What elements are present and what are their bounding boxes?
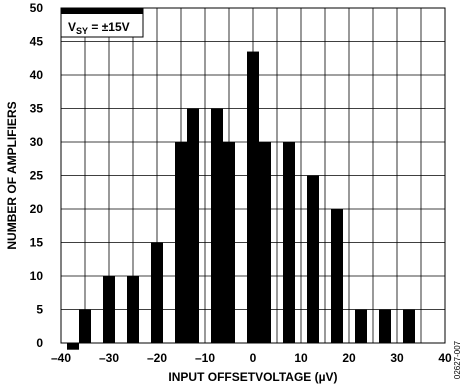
histogram-bar bbox=[379, 309, 391, 343]
histogram-bar bbox=[223, 142, 235, 343]
y-tick-label: 50 bbox=[30, 1, 44, 15]
x-tick-label: –40 bbox=[51, 351, 71, 365]
x-tick-label: 0 bbox=[250, 351, 257, 365]
histogram-bar bbox=[211, 108, 223, 343]
x-tick-label: 20 bbox=[342, 351, 356, 365]
histogram-bar bbox=[175, 142, 187, 343]
y-tick-label: 0 bbox=[36, 336, 43, 350]
histogram-bar bbox=[403, 309, 415, 343]
x-tick-label: –10 bbox=[195, 351, 215, 365]
y-tick-label: 20 bbox=[30, 202, 44, 216]
histogram-bar bbox=[103, 276, 115, 343]
histogram-bar bbox=[151, 242, 163, 343]
histogram-bar bbox=[187, 108, 199, 343]
supply-voltage-prefix: V bbox=[68, 20, 76, 34]
plot-frame bbox=[60, 7, 446, 344]
x-tick-label: 40 bbox=[438, 351, 452, 365]
histogram-bar bbox=[259, 142, 271, 343]
histogram-bar bbox=[331, 209, 343, 343]
y-tick-labels: 0 5 10 15 20 25 30 35 40 45 50 bbox=[30, 1, 44, 350]
y-tick-label: 5 bbox=[36, 303, 43, 317]
histogram-bar bbox=[67, 343, 79, 350]
histogram-bar bbox=[127, 276, 139, 343]
figure-id: 02627-007 bbox=[453, 340, 462, 379]
x-tick-label: 10 bbox=[294, 351, 308, 365]
histogram-bar bbox=[355, 309, 367, 343]
x-tick-label: –20 bbox=[147, 351, 167, 365]
y-tick-label: 15 bbox=[30, 236, 44, 250]
y-tick-label: 35 bbox=[30, 102, 44, 116]
legend-header-bar bbox=[61, 8, 143, 14]
y-tick-label: 45 bbox=[30, 35, 44, 49]
histogram-bar bbox=[247, 51, 259, 344]
x-tick-labels: –40 –30 –20 –10 0 10 20 30 40 bbox=[51, 351, 452, 365]
y-tick-label: 30 bbox=[30, 135, 44, 149]
histogram-bar bbox=[283, 142, 295, 343]
supply-voltage-value: = ±15V bbox=[88, 20, 130, 34]
y-tick-label: 10 bbox=[30, 269, 44, 283]
y-tick-label: 40 bbox=[30, 68, 44, 82]
y-tick-label: 25 bbox=[30, 169, 44, 183]
y-axis-title: NUMBER OF AMPLIFIERS bbox=[5, 101, 19, 249]
x-tick-label: –30 bbox=[99, 351, 119, 365]
x-axis-title: INPUT OFFSETVOLTAGE (µV) bbox=[168, 370, 337, 384]
histogram-bar bbox=[307, 175, 319, 343]
supply-voltage-label: VSY = ±15V bbox=[68, 20, 130, 36]
x-tick-label: 30 bbox=[390, 351, 404, 365]
legend-box: VSY = ±15V bbox=[60, 7, 144, 38]
supply-voltage-subscript: SY bbox=[76, 26, 88, 36]
histogram-bar bbox=[79, 309, 91, 343]
bars-group bbox=[67, 51, 415, 350]
